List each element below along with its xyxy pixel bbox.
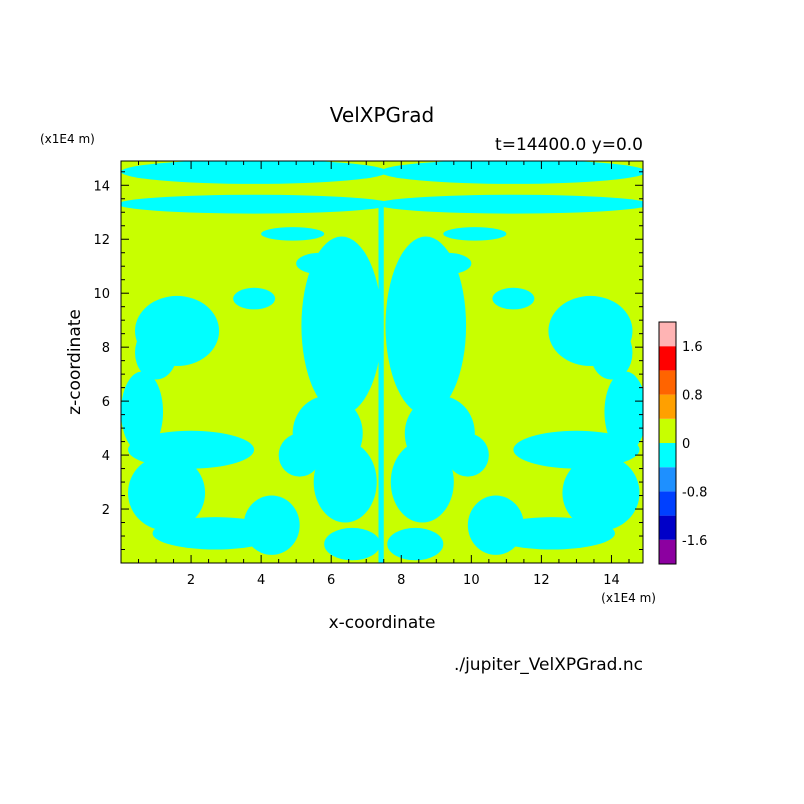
colorbar-band	[659, 515, 676, 540]
negative-region	[390, 441, 454, 523]
colorbar-band	[659, 322, 676, 347]
colorbar-band	[659, 370, 676, 395]
negative-region	[492, 287, 535, 310]
x-axis-label: x-coordinate	[329, 613, 436, 633]
y-tick-label: 10	[93, 287, 110, 302]
colorbar-label: 1.6	[682, 340, 703, 355]
y-unit-label: (x1E4 m)	[40, 132, 95, 146]
colorbar-band	[659, 539, 676, 564]
source-file-label: ./jupiter_VelXPGrad.nc	[454, 655, 643, 675]
x-tick-label: 8	[397, 573, 405, 588]
negative-region	[261, 227, 325, 241]
negative-region	[562, 455, 640, 531]
x-tick-label: 4	[257, 573, 265, 588]
negative-region	[376, 194, 643, 214]
colorbar-frame	[658, 321, 677, 565]
y-tick-label: 2	[102, 503, 110, 518]
negative-region	[301, 236, 382, 415]
negative-region	[443, 227, 507, 241]
y-axis: 2 4 6 8 10 12 14	[93, 171, 643, 551]
y-tick-label: 6	[102, 395, 110, 410]
colorbar-band	[659, 394, 676, 419]
chart-subtitle: t=14400.0 y=0.0	[495, 135, 643, 155]
negative-region	[121, 371, 164, 453]
colorbar-band	[659, 467, 676, 492]
negative-region	[243, 495, 300, 555]
chart-title: VelXPGrad	[330, 103, 434, 127]
plot-area	[121, 161, 643, 563]
negative-region	[590, 325, 633, 380]
x-tick-label: 12	[533, 573, 550, 588]
negative-region	[422, 252, 472, 275]
negative-region	[121, 161, 388, 184]
central-strip	[378, 206, 384, 563]
colorbar-label: 0	[682, 437, 690, 452]
y-tick-label: 4	[102, 449, 110, 464]
y-tick-label: 14	[93, 179, 110, 194]
negative-region	[296, 252, 346, 275]
colorbar-band	[659, 491, 676, 516]
negative-region	[380, 161, 643, 184]
negative-region	[324, 527, 381, 561]
y-tick-label: 8	[102, 341, 110, 356]
negative-region	[313, 441, 377, 523]
negative-region	[604, 371, 643, 453]
y-axis-label: z-coordinate	[65, 309, 85, 415]
negative-region	[233, 287, 276, 310]
colorbar: 1.6 0.8 0 -0.8 -1.6	[658, 321, 707, 565]
colorbar-band	[659, 418, 676, 443]
negative-region	[467, 495, 524, 555]
x-tick-label: 14	[603, 573, 620, 588]
colorbar-band	[659, 346, 676, 371]
negative-region	[278, 433, 321, 477]
x-axis: 2 4 6 8 10 12 14	[138, 161, 630, 588]
colorbar-label: 0.8	[682, 389, 703, 404]
negative-region	[385, 236, 467, 415]
x-tick-label: 10	[463, 573, 480, 588]
plot-frame	[120, 160, 644, 564]
colorbar-label: -0.8	[682, 485, 707, 500]
colorbar-band	[659, 443, 676, 468]
negative-regions	[121, 161, 643, 563]
y-tick-label: 12	[93, 233, 110, 248]
x-tick-label: 6	[327, 573, 335, 588]
negative-region	[135, 325, 178, 380]
negative-region	[387, 527, 444, 561]
x-tick-label: 2	[187, 573, 195, 588]
colorbar-label: -1.6	[682, 534, 707, 549]
x-unit-label: (x1E4 m)	[601, 591, 656, 605]
negative-region	[446, 433, 489, 477]
negative-region	[121, 194, 391, 214]
negative-region	[128, 455, 206, 531]
